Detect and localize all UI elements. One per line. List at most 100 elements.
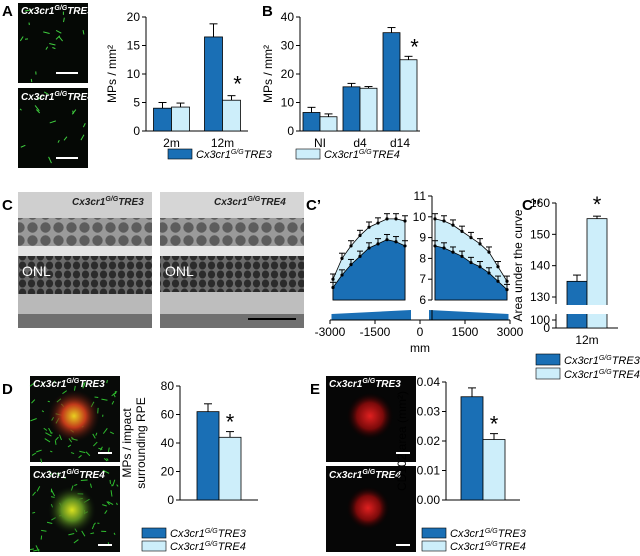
data-point [367, 246, 371, 250]
cell-speck [41, 381, 46, 386]
micrograph-d-top-label: Cx3cr1G/GTRE3 [33, 378, 105, 390]
legend-ab-label-tre3: Cx3cr1G/GTRE3 [196, 149, 273, 161]
cell-speck [116, 502, 118, 506]
y-axis-label: MPs / impactsurrounding RPE [120, 397, 148, 488]
onl-label-right: ONL [165, 263, 194, 279]
cell-speck [89, 483, 92, 488]
bar-tre4 [218, 436, 242, 501]
y-tick-label: 0.04 [417, 375, 441, 389]
data-point [403, 219, 407, 223]
micrograph-d-tre4 [29, 466, 120, 552]
cell-speck [45, 46, 49, 50]
micrograph-a-top-label: Cx3cr1G/GTRE3 [21, 5, 93, 17]
bar-tre3 [342, 86, 361, 132]
micrograph-e-bottom-label: Cx3cr1G/GTRE4 [329, 469, 401, 481]
cell-speck [20, 144, 26, 148]
cell-speck [73, 385, 76, 391]
y-tick-label: 0 [133, 124, 140, 138]
y-tick-label: 7 [419, 272, 426, 286]
cell-speck [85, 451, 91, 457]
cell-speck [73, 539, 79, 544]
chart-a: 0 5 10 15 20 MPs / mm² 2m * 12m [105, 10, 248, 150]
cell-speck [98, 447, 103, 450]
data-point [403, 244, 407, 248]
cell-speck [35, 449, 42, 453]
cell-speck [48, 470, 52, 476]
cell-speck [49, 42, 56, 46]
cell-speck [43, 31, 50, 35]
cell-speck [90, 532, 95, 535]
legend-e-label-tre3: Cx3cr1G/GTRE3 [450, 528, 527, 540]
y-tick-label: 10 [413, 210, 427, 224]
cell-speck [29, 381, 36, 387]
cell-speck [113, 532, 116, 536]
data-point [376, 221, 380, 225]
y-tick-label: 10 [127, 67, 141, 81]
cell-speck [55, 436, 59, 441]
data-point [487, 250, 491, 254]
data-point [394, 240, 398, 244]
legend-d-label-tre4: Cx3cr1G/GTRE4 [170, 541, 246, 553]
cell-speck [30, 78, 33, 83]
data-point [433, 244, 437, 248]
micrograph-e-top-label: Cx3cr1G/GTRE3 [329, 378, 401, 390]
y-tick-label: 40 [161, 436, 175, 450]
micrograph-d-bottom-label: Cx3cr1G/GTRE4 [33, 469, 105, 481]
cell-speck [35, 545, 40, 552]
data-point [331, 285, 335, 290]
bar-tre4 [222, 99, 241, 132]
bar-tre3 [302, 112, 321, 132]
legend-c-swatch-tre3 [535, 353, 561, 366]
cell-speck [99, 446, 103, 451]
cell-speck [55, 30, 62, 34]
data-point [469, 236, 473, 240]
panel-label-b: B [262, 3, 273, 20]
data-point [451, 223, 455, 227]
cell-speck [110, 490, 113, 497]
cell-speck [37, 94, 43, 101]
panel-label-c: C [2, 197, 13, 214]
data-point [394, 217, 398, 221]
cell-speck [41, 529, 47, 532]
bar-tre3 [204, 36, 223, 132]
cell-speck [80, 134, 85, 141]
area-tre3 [332, 239, 406, 301]
y-tick-label: 0.02 [417, 434, 441, 448]
y-tick-label: 40 [281, 10, 295, 24]
data-point [496, 265, 500, 269]
data-point [376, 242, 380, 246]
cell-speck [102, 469, 110, 474]
cell-speck [54, 440, 57, 445]
y-tick-label: 130 [530, 290, 550, 304]
cell-speck [101, 398, 108, 401]
chart-e: 0.00 0.01 0.02 0.03 0.04 CD102 area (mm²) * [395, 375, 520, 507]
y-axis-label: MPs / mm² [261, 45, 275, 103]
data-point [385, 217, 389, 221]
legend-c-swatch-tre4 [535, 367, 561, 380]
bar-tre3 [196, 411, 220, 501]
cell-speck [31, 399, 36, 404]
cell-speck [56, 472, 61, 476]
legend-ab-label-tre4: Cx3cr1G/GTRE4 [324, 149, 400, 161]
bar-tre4 [482, 439, 506, 501]
cell-speck [58, 36, 63, 42]
legend-c: Cx3cr1G/GTRE3 Cx3cr1G/GTRE4 [535, 353, 640, 381]
legend-c-label-tre3: Cx3cr1G/GTRE3 [564, 355, 640, 367]
cell-speck [40, 535, 43, 540]
cell-speck [82, 29, 85, 35]
legend-c-label-tre4: Cx3cr1G/GTRE4 [564, 369, 640, 381]
legend-d-label-tre3: Cx3cr1G/GTRE3 [170, 528, 247, 540]
x-tick-label: d14 [390, 136, 410, 150]
y-axis-label: MPs / mm² [105, 45, 119, 103]
legend-d-swatch-tre4 [141, 540, 167, 552]
x-tick-label: 3000 [497, 325, 524, 339]
cell-speck [94, 396, 99, 399]
y-tick-label: 100 [530, 313, 550, 327]
significance-star: * [593, 192, 602, 217]
y-tick-label: 0.01 [417, 464, 441, 478]
cell-speck [34, 105, 40, 112]
bar-tre3 [460, 396, 484, 501]
micrograph-a-bottom-label: Cx3cr1G/GTRE4 [21, 91, 93, 103]
data-point [367, 225, 371, 229]
